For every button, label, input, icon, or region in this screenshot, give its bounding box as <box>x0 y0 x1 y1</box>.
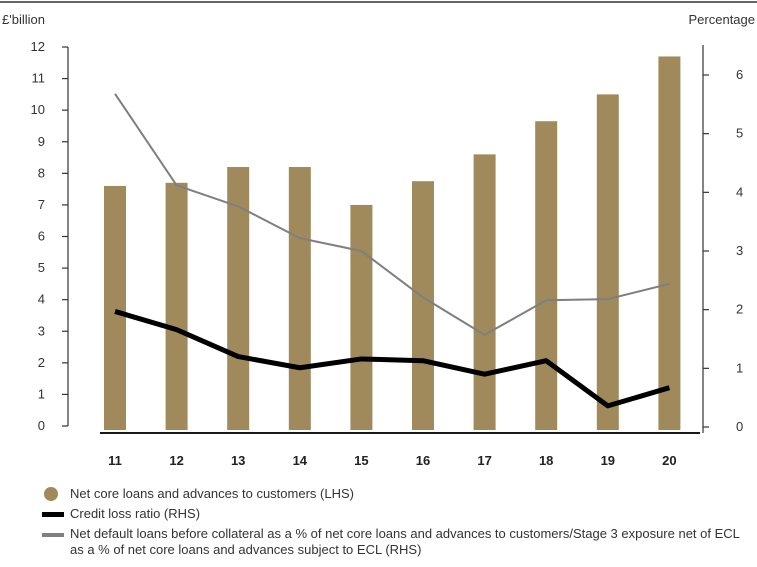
credit-loss-ratio-line <box>114 309 671 409</box>
legend-label: Net default loans before collateral as a… <box>70 526 740 557</box>
x-tick-label: 14 <box>293 453 308 468</box>
x-tick-label: 18 <box>539 453 553 468</box>
left-tick-label: 11 <box>32 71 46 86</box>
bar <box>596 94 619 430</box>
legend: Net core loans and advances to customers… <box>42 486 752 562</box>
left-axis-unit: £'billion <box>2 12 45 27</box>
bar <box>535 121 558 431</box>
bar <box>288 167 311 430</box>
left-tick-label: 6 <box>38 229 45 244</box>
left-tick-label: 4 <box>38 292 45 307</box>
net-default-loans-line <box>114 93 670 336</box>
left-tick-label: 5 <box>38 260 45 275</box>
legend-item-credit-loss-ratio: Credit loss ratio (RHS) <box>42 506 752 522</box>
legend-label: Credit loss ratio (RHS) <box>70 506 201 521</box>
right-tick-label: 3 <box>736 243 743 258</box>
right-tick-label: 5 <box>736 126 743 141</box>
right-axis: 0 1 2 3 4 5 6 <box>702 45 743 434</box>
legend-swatch-grey-line <box>42 533 64 537</box>
right-tick-label: 6 <box>736 67 743 82</box>
left-tick-label: 12 <box>31 39 45 54</box>
left-tick-label: 10 <box>31 102 45 117</box>
left-tick-label: 3 <box>38 323 45 338</box>
right-tick-label: 2 <box>736 302 743 317</box>
right-tick-label: 4 <box>736 184 743 199</box>
x-tick-label: 12 <box>169 453 183 468</box>
legend-item-net-default-loans: Net default loans before collateral as a… <box>42 526 752 558</box>
x-tick-label: 17 <box>477 453 491 468</box>
x-tick-label: 11 <box>108 453 122 468</box>
x-tick-label: 13 <box>231 453 245 468</box>
x-tick-label: 19 <box>601 453 615 468</box>
left-tick-label: 1 <box>38 386 45 401</box>
left-tick-label: 2 <box>38 355 45 370</box>
bar <box>412 181 434 430</box>
bar <box>473 154 496 430</box>
left-tick-label: 8 <box>38 165 45 180</box>
x-tick-label: 16 <box>416 453 430 468</box>
x-tick-label: 20 <box>662 453 676 468</box>
bar <box>104 185 126 430</box>
bar <box>658 56 681 430</box>
line-series <box>114 93 671 409</box>
bar-series <box>104 56 681 431</box>
bar <box>227 167 250 430</box>
legend-swatch-black-line <box>42 512 64 517</box>
bar <box>350 204 373 430</box>
x-tick-label: 15 <box>354 453 368 468</box>
legend-item-net-core-loans: Net core loans and advances to customers… <box>42 486 752 502</box>
left-tick-label: 0 <box>38 418 45 433</box>
left-tick-label: 9 <box>38 134 45 149</box>
right-tick-label: 0 <box>736 419 743 434</box>
legend-label: Net core loans and advances to customers… <box>70 486 354 501</box>
legend-swatch-bars <box>44 487 58 501</box>
bar <box>165 182 188 430</box>
x-axis: 11 12 13 14 15 16 17 18 19 20 <box>108 453 677 468</box>
left-tick-label: 7 <box>38 197 45 212</box>
right-axis-unit: Percentage <box>689 12 756 27</box>
right-tick-label: 1 <box>736 360 743 375</box>
